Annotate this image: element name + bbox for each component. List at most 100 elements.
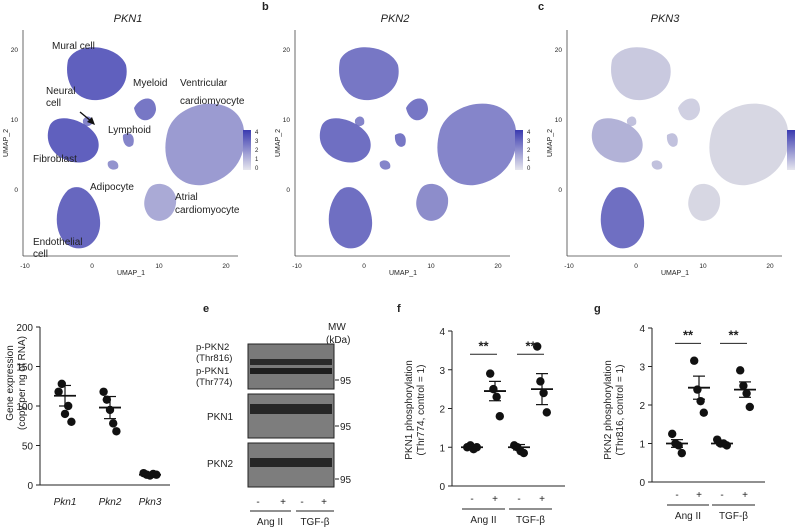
umap-xlabel: UMAP_1 [117,270,145,277]
umap-cluster-myeloid [406,98,428,121]
umap-xtick: 10 [155,263,163,270]
blot-image-pkn1 [247,393,335,439]
umap-ylabel: UMAP_2 [3,129,10,157]
umap-xtick: 0 [634,263,638,270]
blot-band-pkn1 [250,404,332,414]
label-neural-1: Neural [46,86,75,97]
blot-band-ppkn1 [250,368,332,374]
data-point [60,409,70,419]
y-tick-label: 2 [439,405,445,416]
umap-cluster-mural [339,47,399,101]
umap-legend-tick: 1 [255,157,259,163]
g-ylabel-1: PKN2 phosphorylation [603,360,614,460]
y-tick-label: 200 [16,323,33,334]
data-point [67,417,76,426]
x-category-label: Pkn3 [139,497,162,508]
blot-minus-1: - [256,497,259,508]
umap-ylabel: UMAP_2 [275,129,282,157]
umap-cluster-atrial [416,183,449,221]
umap-xlabel: UMAP_1 [389,270,417,277]
data-point [495,412,504,421]
umap-legend-tick: 3 [255,139,259,145]
blot-label-ppkn1: p-PKN1 [196,366,229,377]
y-tick-label: 50 [22,442,34,453]
umap-xtick: 0 [90,263,94,270]
y-tick-label: 0 [27,481,33,492]
y-tick-label: 0 [639,478,645,489]
data-point [696,396,705,406]
mw-95-row1: 95 [340,376,352,387]
umap-legend-tick: 4 [527,130,531,136]
umap-ytick: 0 [286,187,290,194]
blot-plus-2: + [321,497,327,508]
umap-cluster-ventric [709,103,789,186]
umap-ytick: 0 [558,187,562,194]
y-tick-label: 4 [439,327,445,338]
umap-cluster-endo [600,187,645,249]
umap-xtick: 0 [362,263,366,270]
panel-letter-g: g [594,303,601,315]
kda-label: (kDa) [326,335,350,346]
data-point [102,395,112,404]
umap-xtick: 20 [766,263,774,270]
significance-stars: ** [683,327,694,342]
umap-legend-tick: 1 [527,157,531,163]
blot-group-tgfb: TGF-β [300,517,329,528]
x-category-label: Pkn2 [99,497,122,508]
gene-ylabel-1: Gene expression [5,345,16,421]
umap-legend-tick: 2 [527,148,531,154]
umap-ytick: 20 [555,47,563,54]
label-mural: Mural cell [52,41,95,52]
western-blot: MW (kDa) p-PKN2 (Thr816) p-PKN1 (Thr774)… [196,322,352,528]
umap-cluster-endo [328,187,373,249]
umap-cluster-myeloid [678,98,700,121]
data-point [745,402,754,412]
f-ylabel-2: (Thr774, control = 1) [416,365,427,456]
umap-ytick: 10 [555,117,563,124]
f-ylabel-1: PKN1 phosphorylation [404,360,415,460]
data-point [492,392,501,402]
umap-xlabel: UMAP_1 [661,270,689,277]
panel-letter-c: c [538,1,544,13]
label-atrial-2: cardiomyocyte [175,205,240,216]
umap-cluster-mural [611,47,671,101]
umap-ylabel: UMAP_2 [547,129,554,157]
data-point [54,387,63,396]
umap-legend-bar [243,130,251,170]
umap-legend-tick: 4 [255,130,259,136]
umap-xtick: 20 [222,263,230,270]
blot-label-pkn1: PKN1 [207,412,234,423]
umap-cluster-ventric [165,103,245,186]
condition-label: + [742,490,748,501]
umap-cluster-fibro [591,118,643,163]
data-point [668,429,677,439]
y-tick-label: 3 [439,366,445,377]
label-fibroblast: Fibroblast [33,154,77,165]
umap-legend-bar [515,130,523,170]
umap-cluster-neural [354,116,365,127]
data-point [674,441,683,450]
umap-panel-3: -10 0 10 20 20 10 0 UMAP_1 UMAP_2 [547,30,795,277]
umap-xtick: 20 [494,263,502,270]
data-point [489,384,498,394]
umap-cluster-lymph [394,133,406,147]
panel-letter-e: e [203,303,209,315]
label-ventricular-1: Ventricular [180,78,228,89]
condition-label: - [517,494,520,505]
panel-letter-f: f [397,303,401,315]
group-label: TGF-β [516,515,545,526]
gene-ylabel-2: (copy per ng of RNA) [17,336,28,430]
data-point [693,385,702,394]
umap-legend-tick: 3 [527,139,531,145]
data-point [699,408,708,417]
x-category-label: Pkn1 [54,497,77,508]
blot-label-pkn2: PKN2 [207,459,234,470]
umap-ytick: 20 [11,47,19,54]
umap-cluster-adipo [651,160,663,170]
mw-95-row2: 95 [340,422,352,433]
blot-image-phospho [247,343,335,390]
label-lymphoid: Lymphoid [108,125,151,136]
umap-legend-tick: 2 [255,148,259,154]
